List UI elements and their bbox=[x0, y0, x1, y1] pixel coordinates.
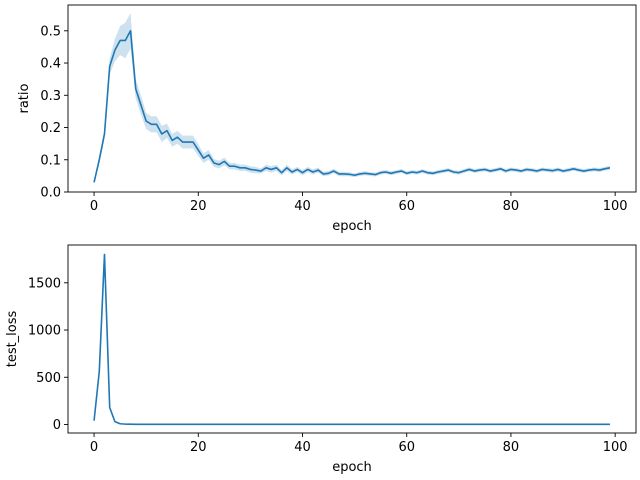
x-tick-label: 20 bbox=[190, 199, 207, 214]
x-tick-label: 0 bbox=[90, 440, 98, 455]
series-line bbox=[93, 253, 610, 426]
y-tick-label: 0.1 bbox=[40, 153, 61, 168]
y-tick-label: 0.3 bbox=[40, 89, 61, 104]
x-tick-label: 100 bbox=[603, 440, 628, 455]
x-tick-label: 80 bbox=[503, 199, 520, 214]
y-axis-label: ratio bbox=[17, 83, 32, 113]
series-line bbox=[93, 29, 611, 183]
y-axis-label: test_loss bbox=[5, 310, 20, 367]
y-tick-label: 0.2 bbox=[40, 121, 61, 136]
confidence-band bbox=[94, 13, 610, 184]
x-tick-label: 40 bbox=[294, 440, 311, 455]
y-tick-label: 0.5 bbox=[40, 24, 61, 39]
x-tick-label: 0 bbox=[90, 199, 98, 214]
x-tick-label: 80 bbox=[503, 440, 520, 455]
x-axis-label: epoch bbox=[332, 219, 372, 234]
axes-frame bbox=[67, 4, 637, 193]
x-tick-label: 60 bbox=[398, 440, 415, 455]
y-tick-label: 1500 bbox=[28, 276, 61, 291]
y-tick-label: 500 bbox=[36, 371, 61, 386]
x-tick-label: 20 bbox=[190, 440, 207, 455]
x-tick-label: 40 bbox=[294, 199, 311, 214]
x-tick-label: 100 bbox=[603, 199, 628, 214]
y-tick-label: 0 bbox=[53, 418, 61, 433]
x-axis-label: epoch bbox=[332, 460, 372, 475]
y-tick-label: 0.4 bbox=[40, 57, 61, 72]
chart-ratio: 0 20 40 60 80 100 0.0 0.1 0.2 0.3 0.4 0.5 epoch ratio bbox=[17, 4, 637, 234]
y-tick-label: 0.0 bbox=[40, 186, 61, 201]
x-tick-label: 60 bbox=[398, 199, 415, 214]
axes-frame bbox=[67, 244, 637, 434]
y-tick-label: 1000 bbox=[28, 324, 61, 339]
